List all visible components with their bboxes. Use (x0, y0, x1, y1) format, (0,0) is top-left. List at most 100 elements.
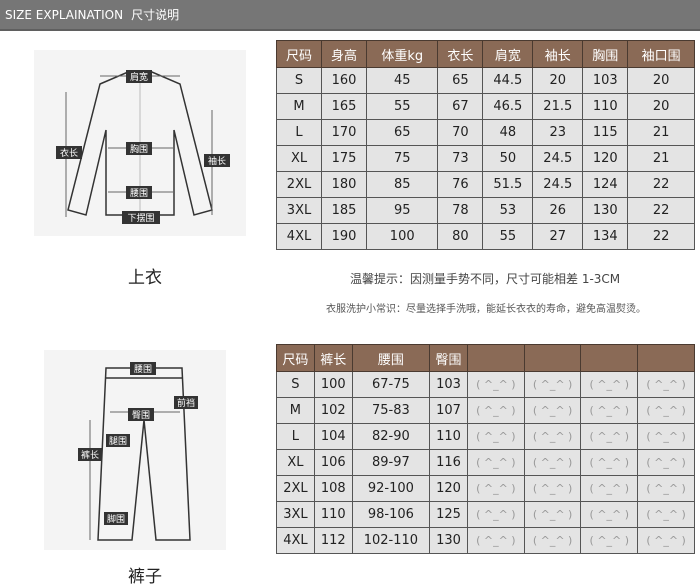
table-cell: 98-106 (351, 501, 431, 528)
table-cell: 48 (482, 119, 534, 146)
table-cell: 2XL (276, 475, 315, 502)
table-cell: 21.5 (532, 93, 584, 120)
table-cell: 53 (482, 197, 534, 224)
table-cell: 92-100 (351, 475, 431, 502)
table-cell: 2XL (275, 171, 323, 198)
placeholder-cell: ( ^_^ ) (637, 449, 695, 476)
placeholder-cell: ( ^_^ ) (466, 449, 525, 476)
table-cell: 165 (321, 93, 368, 120)
table-cell: 102-110 (351, 527, 431, 554)
measurement-tip: 温馨提示：因测量手势不同，尺寸可能相差 1-3CM (350, 272, 621, 286)
table-cell: 44.5 (482, 67, 534, 94)
placeholder-cell: ( ^_^ ) (580, 527, 639, 554)
table-cell: 27 (532, 223, 584, 250)
care-tip: 衣服洗护小常识：尽量选择手洗哦，能延长衣衣的寿命，避免高温熨烫。 (326, 304, 646, 315)
table-cell: 185 (321, 197, 368, 224)
table-cell: 21 (627, 119, 695, 146)
placeholder-cell: ( ^_^ ) (580, 449, 639, 476)
section-header: SIZE EXPLAINATION 尺寸说明 (0, 0, 700, 31)
column-header (523, 344, 582, 372)
placeholder-cell: ( ^_^ ) (523, 527, 582, 554)
table-cell: 160 (321, 67, 368, 94)
placeholder-cell: ( ^_^ ) (580, 397, 639, 424)
pants-caption: 裤子 (128, 567, 162, 587)
pants-size-table: 尺码 裤长 腰围 臀围 S 100 67-75 103( ^_^ )( ^_^ )( ^_^ … (276, 344, 695, 554)
table-cell: 100 (313, 371, 353, 398)
table-cell: M (276, 397, 315, 424)
table-cell: 78 (437, 197, 484, 224)
table-cell: 102 (313, 397, 353, 424)
table-row: 3XL 185 95 78 53 26 130 22 (275, 197, 695, 224)
table-row: 4XL 112 102-110 130( ^_^ )( ^_^ )( ^_^ )( ^… (276, 527, 695, 554)
header-title-en: SIZE EXPLAINATION (5, 8, 124, 22)
label-shoulder: 肩宽 (130, 71, 148, 83)
table-cell: 107 (429, 397, 468, 424)
label-thigh: 腿围 (109, 436, 127, 447)
table-cell: 95 (366, 197, 439, 224)
placeholder-cell: ( ^_^ ) (523, 423, 582, 450)
table-cell: 20 (532, 67, 584, 94)
table-cell: 110 (582, 93, 629, 120)
column-header (580, 344, 639, 372)
placeholder-cell: ( ^_^ ) (580, 501, 639, 528)
table-cell: 100 (366, 223, 439, 250)
table-cell: 4XL (275, 223, 323, 250)
table-cell: 3XL (276, 501, 315, 528)
header-row: 尺码 身高 体重kg 衣长 肩宽 袖长 胸围 袖口围 (275, 40, 695, 68)
table-cell: 130 (582, 197, 629, 224)
label-hem: 脚围 (107, 514, 125, 525)
table-cell: S (276, 371, 315, 398)
table-cell: L (276, 423, 315, 450)
table-cell: 75 (366, 145, 439, 172)
table-cell: 108 (313, 475, 353, 502)
shirt-size-table: 尺码 身高 体重kg 衣长 肩宽 袖长 胸围 袖口围 S 160 45 65 44.5 20 103 20 M 1… (275, 40, 695, 250)
placeholder-cell: ( ^_^ ) (580, 423, 639, 450)
table-cell: 175 (321, 145, 368, 172)
table-row: S 160 45 65 44.5 20 103 20 (275, 67, 695, 94)
table-cell: 112 (313, 527, 353, 554)
column-header: 肩宽 (482, 40, 534, 68)
placeholder-cell: ( ^_^ ) (637, 501, 695, 528)
table-row: XL 106 89-97 116( ^_^ )( ^_^ )( ^_^ )( ^_^ … (276, 449, 695, 476)
table-cell: M (275, 93, 323, 120)
placeholder-cell: ( ^_^ ) (580, 371, 639, 398)
placeholder-cell: ( ^_^ ) (466, 475, 525, 502)
table-cell: 46.5 (482, 93, 534, 120)
table-cell: 110 (429, 423, 468, 450)
table-cell: 125 (429, 501, 468, 528)
placeholder-cell: ( ^_^ ) (523, 501, 582, 528)
table-row: 4XL 190 100 80 55 27 134 22 (275, 223, 695, 250)
placeholder-cell: ( ^_^ ) (637, 423, 695, 450)
table-cell: 51.5 (482, 171, 534, 198)
column-header: 衣长 (437, 40, 484, 68)
column-header: 腰围 (351, 344, 431, 372)
label-hip: 臀围 (132, 410, 150, 421)
placeholder-cell: ( ^_^ ) (523, 475, 582, 502)
table-cell: XL (276, 449, 315, 476)
pants-diagram: 腰围 臀围 前裆 裤长 腿围 脚围 (44, 350, 226, 550)
column-header: 尺码 (275, 40, 323, 68)
label-rise: 前裆 (177, 397, 195, 409)
placeholder-cell: ( ^_^ ) (466, 501, 525, 528)
table-cell: 24.5 (532, 171, 584, 198)
table-row: L 170 65 70 48 23 115 21 (275, 119, 695, 146)
table-cell: 76 (437, 171, 484, 198)
table-cell: XL (275, 145, 323, 172)
table-cell: 70 (437, 119, 484, 146)
table-cell: 75-83 (351, 397, 431, 424)
table-cell: 103 (429, 371, 468, 398)
table-cell: 103 (582, 67, 629, 94)
label-waist: 腰围 (134, 364, 152, 375)
table-row: 3XL 110 98-106 125( ^_^ )( ^_^ )( ^_^ )( ^_… (276, 501, 695, 528)
table-cell: 3XL (275, 197, 323, 224)
table-cell: 180 (321, 171, 368, 198)
table-row: 2XL 180 85 76 51.5 24.5 124 22 (275, 171, 695, 198)
table-cell: 106 (313, 449, 353, 476)
placeholder-cell: ( ^_^ ) (580, 475, 639, 502)
table-row: L 104 82-90 110( ^_^ )( ^_^ )( ^_^ )( ^_^ ) (276, 423, 695, 450)
column-header: 裤长 (313, 344, 353, 372)
table-row: XL 175 75 73 50 24.5 120 21 (275, 145, 695, 172)
table-cell: 22 (627, 197, 695, 224)
table-cell: 55 (482, 223, 534, 250)
column-header (466, 344, 525, 372)
